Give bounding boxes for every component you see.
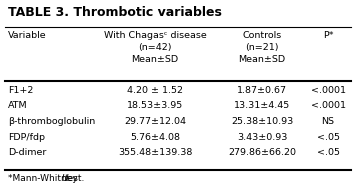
Text: D-dimer: D-dimer [8, 148, 46, 157]
Text: <.0001: <.0001 [310, 102, 346, 111]
Text: <.0001: <.0001 [310, 86, 346, 95]
Text: <.05: <.05 [316, 132, 340, 142]
Text: With Chagasᶜ disease
(n=42)
Mean±SD: With Chagasᶜ disease (n=42) Mean±SD [104, 31, 206, 64]
Text: 355.48±139.38: 355.48±139.38 [118, 148, 192, 157]
Text: Variable: Variable [8, 31, 47, 40]
Text: Controls
(n=21)
Mean±SD: Controls (n=21) Mean±SD [239, 31, 286, 64]
Text: 279.86±66.20: 279.86±66.20 [228, 148, 296, 157]
Text: 1.87±0.67: 1.87±0.67 [237, 86, 287, 95]
Text: U: U [61, 174, 68, 183]
Text: F1+2: F1+2 [8, 86, 33, 95]
Text: P*: P* [323, 31, 333, 40]
Text: ATM: ATM [8, 102, 28, 111]
Text: FDP/fdp: FDP/fdp [8, 132, 45, 142]
Text: TABLE 3. Thrombotic variables: TABLE 3. Thrombotic variables [8, 6, 222, 19]
Text: 13.31±4.45: 13.31±4.45 [234, 102, 290, 111]
Text: test.: test. [65, 174, 85, 183]
Text: NS: NS [321, 117, 335, 126]
Text: <.05: <.05 [316, 148, 340, 157]
Text: 5.76±4.08: 5.76±4.08 [130, 132, 180, 142]
Text: 18.53±3.95: 18.53±3.95 [127, 102, 183, 111]
Text: 29.77±12.04: 29.77±12.04 [124, 117, 186, 126]
Text: 4.20 ± 1.52: 4.20 ± 1.52 [127, 86, 183, 95]
Text: *Mann-Whitney: *Mann-Whitney [8, 174, 80, 183]
Text: 3.43±0.93: 3.43±0.93 [237, 132, 287, 142]
Text: 25.38±10.93: 25.38±10.93 [231, 117, 293, 126]
Text: β-thromboglobulin: β-thromboglobulin [8, 117, 95, 126]
